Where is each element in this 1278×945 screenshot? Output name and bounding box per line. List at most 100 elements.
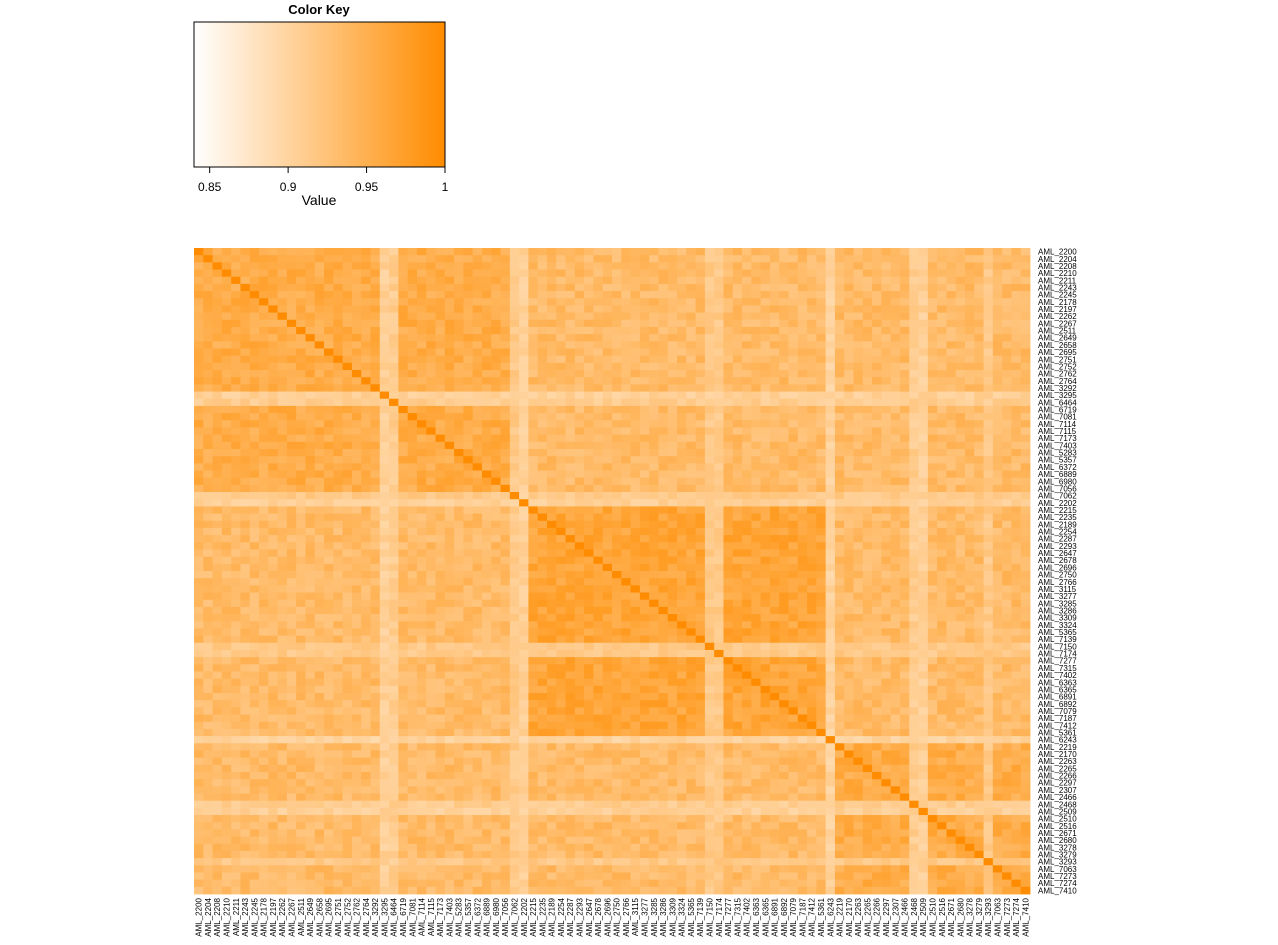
heatmap-cell (974, 621, 984, 629)
heatmap-cell (667, 384, 678, 392)
heatmap-cell (732, 606, 743, 615)
heatmap-cell (797, 427, 808, 436)
heatmap-cell (314, 305, 325, 313)
heatmap-cell (249, 305, 260, 313)
heatmap-cell (249, 298, 260, 306)
heatmap-cell (862, 355, 873, 364)
heatmap-cell (1002, 427, 1012, 436)
heatmap-cell (286, 535, 297, 543)
heatmap-cell (426, 276, 436, 285)
heatmap-cell (314, 427, 325, 436)
heatmap-cell (992, 549, 1003, 558)
heatmap-cell (797, 448, 808, 457)
heatmap-cell (621, 470, 631, 479)
heatmap-cell (909, 291, 919, 299)
heatmap-cell (862, 492, 873, 500)
heatmap-cell (454, 585, 464, 593)
heatmap-cell (872, 448, 882, 457)
heatmap-cell (398, 456, 409, 464)
heatmap-cell (909, 312, 919, 321)
heatmap-cell (528, 448, 539, 457)
heatmap-cell (686, 413, 696, 421)
heatmap-cell (779, 506, 789, 514)
heatmap-cell (974, 628, 984, 636)
heatmap-cell (714, 262, 724, 270)
heatmap-cell (946, 628, 957, 636)
heatmap-cell (500, 606, 511, 615)
heatmap-cell (361, 499, 371, 507)
heatmap-cell (677, 621, 687, 629)
heatmap-cell (742, 377, 752, 385)
heatmap-cell (231, 520, 241, 529)
heatmap-cell (398, 348, 409, 357)
heatmap-cell (556, 384, 566, 392)
heatmap-cell (983, 599, 994, 608)
heatmap-cell (389, 348, 399, 357)
heatmap-cell (491, 348, 501, 357)
heatmap-cell (314, 606, 325, 615)
heatmap-cell (779, 614, 789, 622)
heatmap-cell (593, 434, 604, 443)
heatmap-cell (881, 563, 892, 572)
heatmap-cell (342, 448, 353, 457)
heatmap-cell (937, 427, 947, 436)
heatmap-cell (574, 312, 585, 321)
heatmap-cell (927, 484, 938, 493)
heatmap-cell (296, 513, 306, 522)
heatmap-cell (379, 448, 390, 457)
heatmap-cell (621, 341, 631, 349)
heatmap-cell (927, 463, 938, 471)
heatmap-cell (797, 441, 808, 450)
heatmap-cell (760, 563, 771, 572)
heatmap-cell (964, 305, 975, 313)
heatmap-cell (686, 556, 696, 565)
heatmap-cell (751, 606, 762, 615)
heatmap-cell (714, 592, 724, 601)
heatmap-cell (667, 291, 678, 299)
heatmap-cell (286, 291, 297, 299)
heatmap-cell (723, 499, 734, 507)
heatmap-cell (212, 305, 223, 313)
heatmap-cell (677, 549, 687, 558)
heatmap-cell (983, 434, 994, 443)
heatmap-cell (983, 413, 994, 421)
heatmap-cell (686, 334, 696, 342)
heatmap-cell (630, 269, 641, 278)
heatmap-cell (509, 520, 520, 529)
heatmap-cell (909, 413, 919, 421)
heatmap-cell (361, 341, 371, 349)
heatmap-cell (379, 635, 390, 644)
heatmap-cell (890, 456, 901, 464)
heatmap-cell (964, 513, 975, 522)
heatmap-cell (407, 592, 418, 601)
heatmap-cell (500, 563, 511, 572)
heatmap-cell (584, 635, 594, 644)
heatmap-cell (825, 499, 836, 507)
heatmap-cell (249, 470, 260, 479)
heatmap-cell (194, 341, 204, 349)
heatmap-cell (807, 305, 817, 313)
heatmap-cell (807, 542, 817, 550)
heatmap-cell (612, 578, 622, 586)
heatmap-cell (454, 377, 464, 385)
heatmap-cell (612, 362, 622, 371)
heatmap-cell (277, 305, 288, 313)
heatmap-cell (1011, 628, 1022, 636)
heatmap-cell (351, 312, 362, 321)
heatmap-cell (788, 334, 799, 342)
heatmap-cell (249, 484, 260, 493)
heatmap-cell (435, 384, 446, 392)
heatmap-cell (231, 334, 241, 342)
heatmap-cell (296, 334, 306, 342)
heatmap-cell (324, 456, 334, 464)
heatmap-cell (909, 621, 919, 629)
heatmap-cell (314, 556, 325, 565)
heatmap-cell (714, 319, 724, 328)
heatmap-cell (426, 635, 436, 644)
heatmap-cell (974, 599, 984, 608)
heatmap-cell (305, 535, 316, 543)
heatmap-cell (537, 384, 548, 392)
heatmap-cell (658, 549, 669, 558)
heatmap-cell (240, 348, 251, 357)
heatmap-cell (574, 563, 585, 572)
